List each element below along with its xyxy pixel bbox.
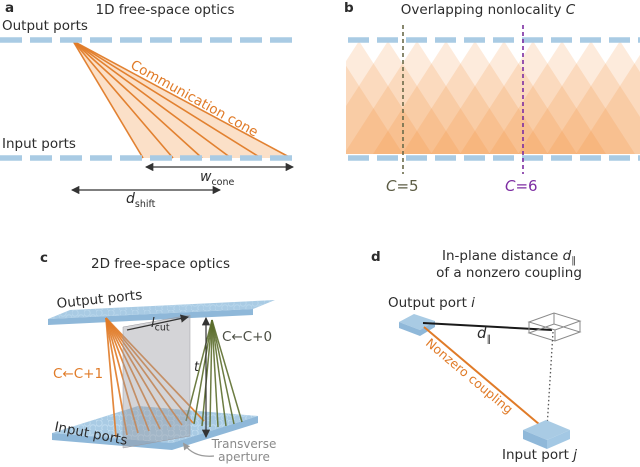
- communication-cone-rays: [72, 40, 292, 159]
- panel-c-graphics: [48, 300, 275, 457]
- panel-d-tag: d: [371, 249, 381, 265]
- orange-fan: [105, 317, 205, 438]
- transverse-aperture-plane: [122, 314, 191, 449]
- panel-d-title-line1: In-plane distance d∥: [442, 248, 576, 267]
- green-fan-label: C←C+0: [222, 329, 273, 345]
- wireframe-box: [527, 312, 582, 342]
- panel-a-graphics: [0, 37, 298, 195]
- input-ports-label-a: Input ports: [2, 136, 76, 152]
- panel-d-title-line2: of a nonzero coupling: [436, 265, 582, 281]
- orange-fan-label: C←C+1: [53, 366, 104, 382]
- panel-b-tag: b: [344, 0, 354, 16]
- input-port-j-box: [523, 420, 570, 449]
- output-ports-plane: [48, 300, 275, 325]
- transverse-aperture-label: Transverse aperture: [211, 437, 277, 465]
- panel-b-graphics: [346, 25, 640, 174]
- panel-c-tag: c: [40, 250, 49, 266]
- d-parallel-label: d∥: [477, 324, 492, 345]
- panel-b-title: Overlapping nonlocality C: [400, 2, 576, 18]
- w-cone-label: wcone: [200, 169, 235, 188]
- overlapping-cones: [346, 41, 640, 154]
- panel-d-graphics: [399, 312, 582, 449]
- input-port-j-label: Input port j: [502, 447, 577, 463]
- nonzero-coupling-line: [423, 326, 547, 431]
- output-ports-label-a: Output ports: [2, 18, 88, 34]
- t-label: t: [194, 360, 200, 375]
- l-cut-arrow: [126, 314, 190, 331]
- c6-label: C=6: [505, 177, 538, 195]
- aperture-pointer-arrow: [182, 442, 215, 457]
- l-cut-label: lcut: [151, 316, 170, 334]
- vertical-dotted-line: [546, 331, 554, 429]
- d-shift-label: dshift: [126, 191, 156, 210]
- c5-label: C=5: [386, 177, 419, 195]
- d-parallel-line: [422, 322, 553, 331]
- output-port-i-label: Output port i: [388, 295, 475, 311]
- panel-a-tag: a: [5, 0, 15, 16]
- output-port-i-box: [399, 314, 435, 336]
- panel-c-title: 2D free-space optics: [91, 256, 230, 272]
- panel-a-title: 1D free-space optics: [95, 2, 235, 18]
